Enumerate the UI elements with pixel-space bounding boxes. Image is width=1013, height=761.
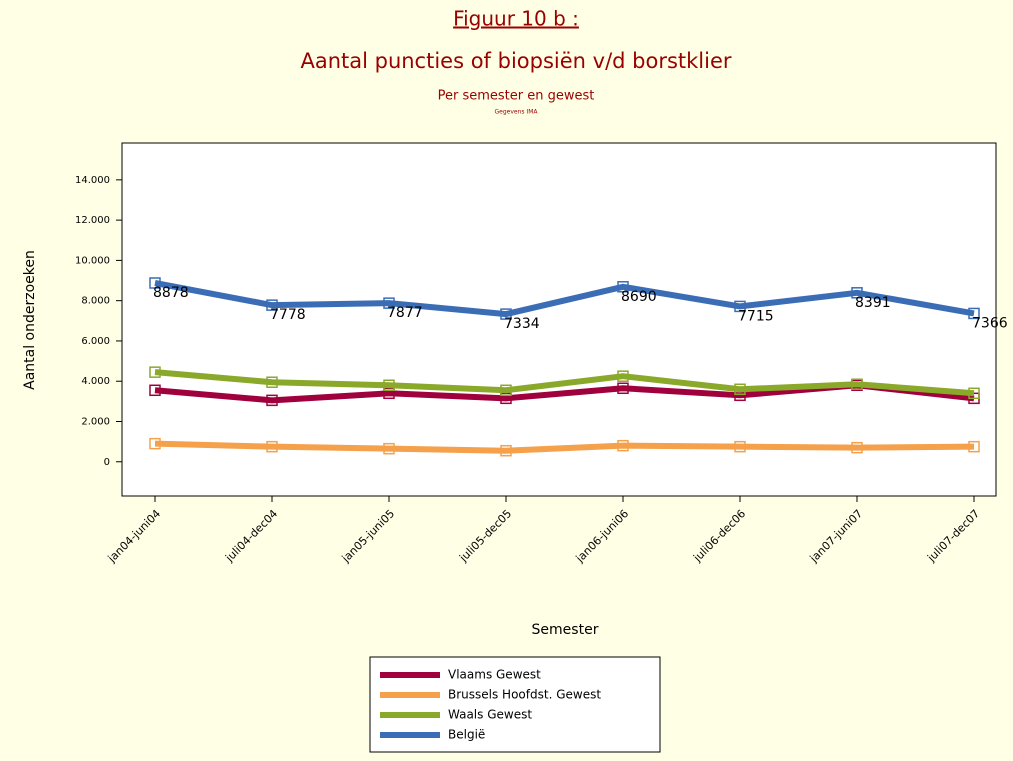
point-marker [149, 366, 161, 378]
point-marker [617, 439, 629, 452]
series-line [154, 369, 975, 397]
data-label: 7334 [504, 316, 540, 332]
point-marker [851, 441, 863, 454]
legend-label: Vlaams Gewest [448, 668, 541, 682]
point-marker [968, 387, 980, 400]
point-marker [617, 382, 629, 395]
point-marker [383, 387, 395, 400]
point-marker [851, 378, 863, 390]
plot-area [121, 142, 997, 497]
chart-title: Figuur 10 b : [453, 7, 579, 31]
chart-subtitle: Per semester en gewest [438, 89, 595, 104]
point-marker [968, 307, 980, 320]
data-label: 7877 [387, 305, 423, 321]
y-tick-label: 6.000 [81, 336, 110, 347]
y-tick-label: 10.000 [75, 255, 110, 266]
data-label: 8690 [621, 289, 657, 305]
y-tick-label: 8.000 [81, 296, 110, 307]
point-marker [149, 277, 161, 289]
y-tick-label: 4.000 [81, 376, 110, 387]
point-marker [149, 384, 161, 397]
point-marker [500, 444, 512, 457]
point-marker [734, 300, 746, 313]
point-marker [734, 383, 746, 396]
data-label: 8878 [153, 285, 189, 301]
data-label: 8391 [855, 295, 891, 311]
series-line [154, 280, 975, 318]
y-tick-label: 12.000 [75, 215, 110, 226]
point-marker [383, 442, 395, 455]
legend-label: Brussels Hoofdst. Gewest [448, 688, 601, 702]
point-marker [500, 392, 512, 405]
data-label: 7366 [972, 315, 1008, 331]
y-tick-label: 0 [104, 457, 110, 468]
point-marker [266, 299, 278, 311]
source-note: Gegevens IMA [495, 109, 539, 116]
series-line [154, 440, 975, 454]
point-marker [617, 281, 629, 293]
point-marker [266, 440, 278, 453]
point-marker [851, 287, 863, 299]
point-marker [500, 384, 512, 397]
point-marker [266, 394, 278, 407]
y-tick-label: 14.000 [75, 175, 110, 186]
point-marker [383, 379, 395, 391]
data-label: 7778 [270, 307, 306, 323]
point-marker [968, 440, 980, 453]
point-marker [734, 440, 746, 453]
y-tick-label: 2.000 [81, 416, 110, 427]
point-marker [149, 437, 161, 450]
x-axis-label: Semester [532, 622, 599, 638]
legend-label: Waals Gewest [448, 708, 532, 722]
point-marker [266, 376, 278, 388]
data-label: 7715 [738, 308, 774, 324]
legend-label: België [448, 728, 485, 742]
point-marker [500, 308, 512, 320]
point-marker [383, 297, 395, 309]
point-marker [617, 370, 629, 382]
chart-subtitle: Aantal puncties of biopsiën v/d borstkli… [300, 49, 731, 73]
y-axis-label: Aantal onderzoeken [22, 250, 38, 390]
